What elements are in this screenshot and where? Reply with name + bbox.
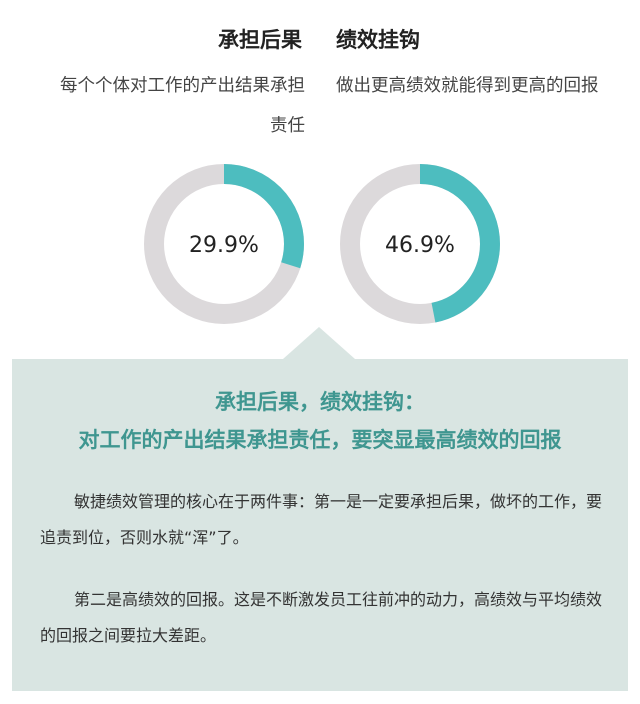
panel-pointer [283, 327, 355, 359]
right-description: 做出更高绩效就能得到更高的回报 [336, 76, 599, 96]
donut-chart-right: 46.9% [340, 164, 500, 324]
donut-label: 29.9% [189, 233, 259, 258]
panel-paragraph-2: 第二是高绩效的回报。这是不断激发员工往前冲的动力，高绩效与平均绩效的回报之间要拉… [40, 590, 603, 645]
donut-value-arc [144, 164, 304, 324]
left-title: 承担后果 [218, 28, 302, 52]
right-title: 绩效挂钩 [336, 28, 420, 52]
left-description: 每个个体对工作的产出结果承担责任 [60, 76, 305, 136]
donut-label: 46.9% [385, 233, 455, 258]
panel-heading-line2: 对工作的产出结果承担责任，要突显最高绩效的回报 [78, 427, 562, 452]
summary-panel [12, 359, 628, 691]
donut-value-arc [340, 164, 500, 324]
donut-chart-left: 29.9% [144, 164, 304, 324]
panel-heading-line1: 承担后果，绩效挂钩： [215, 389, 425, 414]
panel-paragraph-1: 敏捷绩效管理的核心在于两件事：第一是一定要承担后果，做坏的工作，要追责到位，否则… [40, 492, 603, 547]
